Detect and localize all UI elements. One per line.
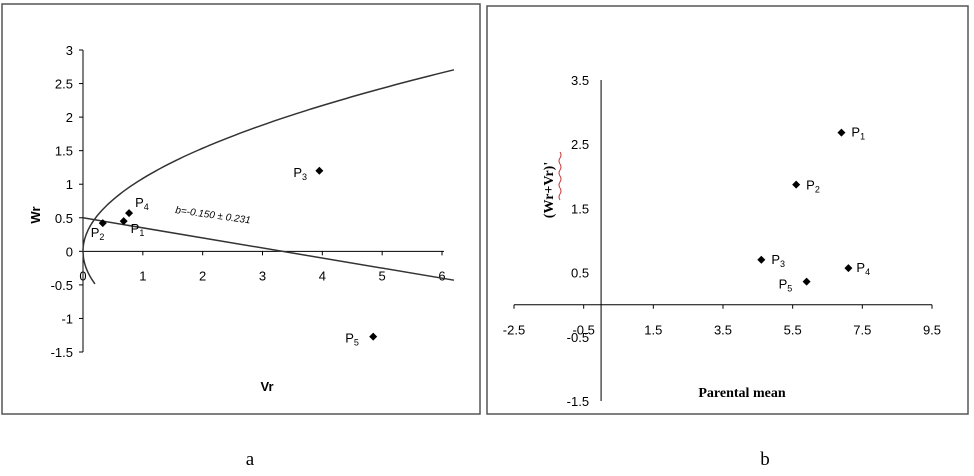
panel-a-marker-p4 [125, 209, 134, 218]
panel-a-x-tick-label: 0 [79, 268, 86, 283]
panel-a-label-p3-subscript: 3 [302, 172, 307, 182]
panel-b-y-tick-label: 0.5 [571, 266, 589, 281]
panel-b-y-tick-label: 1.5 [571, 201, 589, 216]
panel-b-label-p3-letter: P [771, 252, 780, 267]
panel-b-x-tick-label: -0.5 [572, 323, 594, 338]
panel-a-label-p1-letter: P [131, 221, 140, 236]
panel-b-label-p2: P2 [806, 178, 820, 195]
panel-b-label-p5-subscript: 5 [787, 284, 792, 294]
panel-b-label-p1-subscript: 1 [860, 132, 865, 142]
panel-a-y-tick-label: -0.5 [51, 278, 73, 293]
panel-b-label-p2-letter: P [806, 178, 815, 193]
panel-a-label-p3: P3 [293, 165, 307, 182]
panel-a-y-tick-label: 2 [66, 110, 73, 125]
panel-a-y-tick-label: -1 [61, 311, 73, 326]
regression-line [82, 217, 455, 281]
panel-a-y-tick-label: 1 [66, 177, 73, 192]
panel-a-curves [82, 69, 455, 285]
panel-b-marker-p5 [802, 277, 811, 286]
panel-b-marker-p3 [757, 255, 766, 264]
spellcheck-underline [558, 151, 562, 201]
panel-a-x-tick-label: 5 [379, 268, 386, 283]
panel-a-frame [1, 3, 481, 415]
panel-a-label-p4-subscript: 4 [144, 202, 149, 212]
panel-b-label-p1-letter: P [851, 125, 860, 140]
panel-a-xlabel: Vr [260, 379, 273, 394]
panel-a-y-tick-label: 2.5 [55, 77, 73, 92]
panel-a-label-p2: P2 [91, 225, 105, 242]
panel-b: -2.5 -0.5 1.5 3.5 5.5 7.5 9.5 3.5 2.5 1.5 0.5 -0.5 -… [486, 5, 969, 415]
panel-a-y-tick-label: 0 [66, 244, 73, 259]
panel-a-ticks: 0 1 2 3 4 5 6 3 2.5 2 1.5 1 0.5 0 -0.5 -1 -1.5 [51, 43, 446, 360]
panel-b-y-tick-label: 2.5 [571, 137, 589, 152]
panel-b-label-p4: P4 [856, 260, 870, 277]
panel-b-marker-p4 [844, 264, 853, 273]
panel-b-marker-p1 [837, 128, 846, 137]
panel-a-label-p5-letter: P [345, 331, 354, 346]
panel-b-label-p5: P5 [779, 277, 793, 294]
panel-b-y-tick-label: 3.5 [571, 73, 589, 88]
panel-b-label-p5-letter: P [779, 277, 788, 292]
panel-b-ticks: -2.5 -0.5 1.5 3.5 5.5 7.5 9.5 3.5 2.5 1.5 0.5 -0.5 -… [503, 73, 941, 409]
panel-a-label-p1-subscript: 1 [139, 228, 144, 238]
panel-a-marker-p2 [98, 219, 107, 228]
panel-b-label-p3-subscript: 3 [780, 259, 785, 269]
panel-a-y-tick-label: 3 [66, 43, 73, 58]
limiting-parabola-upper [82, 69, 455, 252]
panel-a-label-p5: P5 [345, 331, 359, 348]
panel-b-x-tick-label: -2.5 [503, 323, 525, 338]
panel-a-x-tick-label: 3 [259, 268, 266, 283]
panel-b-x-tick-label: 3.5 [714, 323, 732, 338]
panel-a-marker-p5 [369, 332, 378, 341]
panel-b-x-tick-label: 5.5 [784, 323, 802, 338]
panel-a-label-p4: P4 [135, 195, 149, 212]
panel-a-y-tick-label: 1.5 [55, 144, 73, 159]
panel-a-label-p2-subscript: 2 [99, 232, 104, 242]
panel-a-marker-p3 [315, 166, 324, 175]
panel-a-letter: a [246, 449, 255, 470]
panel-a-x-tick-label: 2 [199, 268, 206, 283]
panel-a: 0 1 2 3 4 5 632.521.510.50-0.5-1-1.5 P1P2P3P4P… [1, 3, 481, 415]
panel-a-label-p4-letter: P [135, 195, 144, 210]
panel-a-ylabel: Wr [28, 206, 43, 223]
panel-b-marker-p2 [792, 180, 801, 189]
panel-b-label-p3: P3 [771, 252, 785, 269]
panel-b-xlabel: Parental mean [698, 386, 785, 401]
panel-a-marker-p1 [119, 217, 128, 226]
panel-a-x-tick-label: 4 [319, 268, 326, 283]
panel-b-x-tick-label: 1.5 [644, 323, 662, 338]
panel-b-label-p1: P1 [851, 125, 865, 142]
panel-a-x-tick-label: 1 [139, 268, 146, 283]
panel-a-y-tick-label: -1.5 [51, 345, 73, 360]
panel-a-label-p1: P1 [131, 221, 145, 238]
panel-b-label-p2-subscript: 2 [815, 185, 820, 195]
panel-b-x-tick-label: 9.5 [923, 323, 941, 338]
panel-a-y-tick-label: 0.5 [55, 211, 73, 226]
limiting-parabola-lower [82, 251, 96, 285]
panel-a-label-p3-letter: P [293, 165, 302, 180]
panel-b-ylabel-group: (Wr+Vr)' [542, 151, 562, 218]
panel-a-x-tick-label: 6 [438, 268, 445, 283]
panel-b-y-tick-label: -0.5 [567, 330, 589, 345]
panel-a-label-p2-letter: P [91, 225, 100, 240]
panel-b-y-tick-label: -1.5 [567, 394, 589, 409]
panel-a-label-p5-subscript: 5 [354, 338, 359, 348]
panel-b-label-p4-subscript: 4 [865, 267, 870, 277]
panel-b-label-p4-letter: P [856, 260, 865, 275]
panel-b-letter: b [760, 449, 770, 470]
panel-b-x-tick-label: 7.5 [853, 323, 871, 338]
panel-b-ylabel: (Wr+Vr)' [542, 162, 557, 218]
panel-b-frame [486, 5, 969, 415]
